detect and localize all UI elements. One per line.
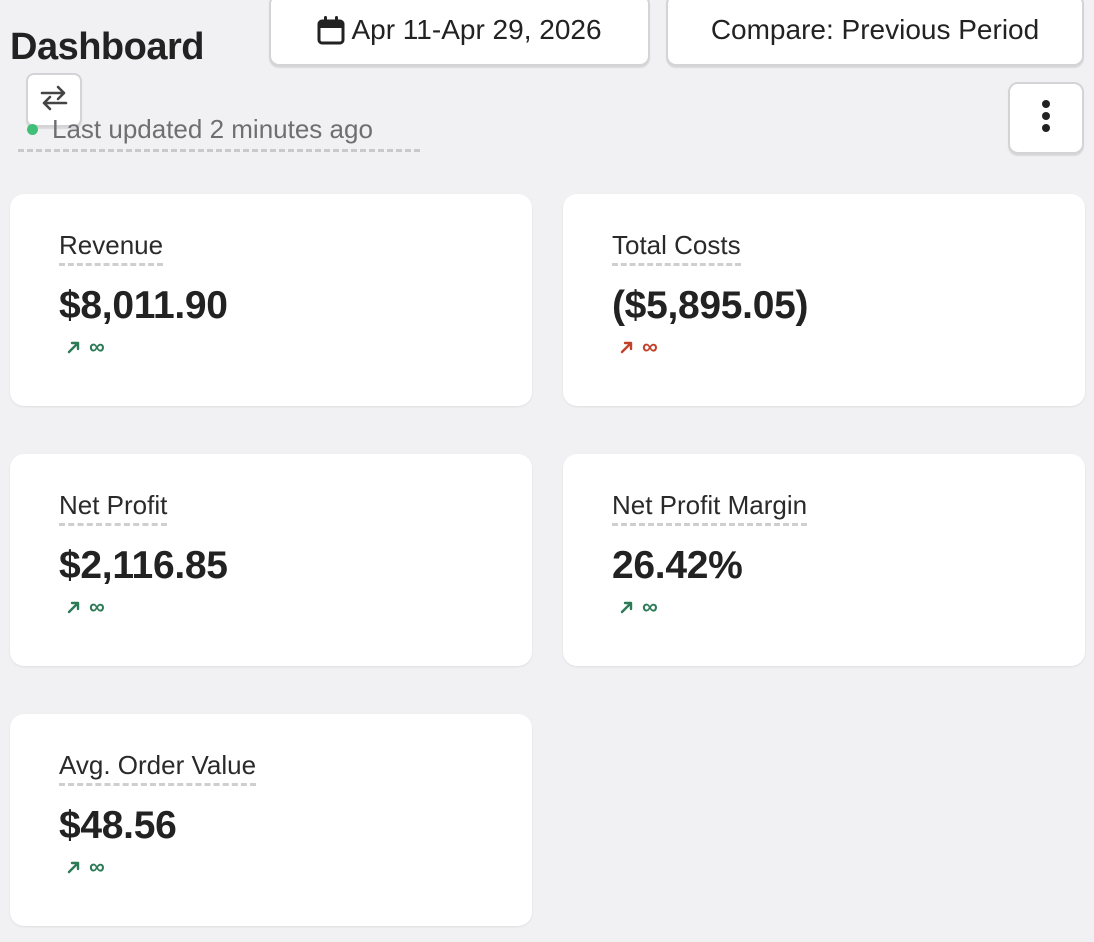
card-trend: ∞ <box>67 334 532 360</box>
card-label: Net Profit Margin <box>612 490 808 526</box>
trend-value: ∞ <box>89 854 105 879</box>
trend-value: ∞ <box>642 594 658 619</box>
swap-arrows-icon <box>39 85 69 116</box>
swap-button[interactable] <box>26 73 82 127</box>
card-trend: ∞ <box>620 594 1085 620</box>
card-label: Avg. Order Value <box>59 750 257 786</box>
total-costs-card[interactable]: Total Costs ($5,895.05) ∞ <box>563 194 1085 406</box>
card-value: 26.42% <box>612 544 743 587</box>
card-value: $8,011.90 <box>59 284 228 327</box>
calendar-icon <box>317 15 345 45</box>
trend-value: ∞ <box>642 334 658 359</box>
card-trend: ∞ <box>67 594 532 620</box>
last-updated-text: Last updated 2 minutes ago <box>52 114 373 144</box>
page-title: Dashboard <box>10 26 204 68</box>
arrow-up-right-icon <box>620 340 634 354</box>
trend-value: ∞ <box>89 334 105 359</box>
more-options-button[interactable] <box>1008 82 1084 154</box>
net-profit-margin-card[interactable]: Net Profit Margin 26.42% ∞ <box>563 454 1085 666</box>
trend-value: ∞ <box>89 594 105 619</box>
card-label: Revenue <box>59 230 164 266</box>
last-updated-status: Last updated 2 minutes ago <box>18 114 420 152</box>
compare-button[interactable]: Compare: Previous Period <box>666 0 1084 66</box>
more-vertical-icon <box>1041 99 1051 138</box>
card-value: $2,116.85 <box>59 544 228 587</box>
status-dot <box>27 124 38 135</box>
avg-order-value-card[interactable]: Avg. Order Value $48.56 ∞ <box>10 714 532 926</box>
arrow-up-right-icon <box>67 600 81 614</box>
net-profit-card[interactable]: Net Profit $2,116.85 ∞ <box>10 454 532 666</box>
card-trend: ∞ <box>620 334 1085 360</box>
compare-label: Compare: Previous Period <box>710 14 1040 45</box>
arrow-up-right-icon <box>67 860 81 874</box>
card-trend: ∞ <box>67 854 532 880</box>
card-value: $48.56 <box>59 804 177 847</box>
arrow-up-right-icon <box>67 340 81 354</box>
card-label: Net Profit <box>59 490 168 526</box>
card-label: Total Costs <box>612 230 741 266</box>
arrow-up-right-icon <box>620 600 634 614</box>
date-range-button[interactable]: Apr 11-Apr 29, 2026 <box>269 0 650 66</box>
revenue-card[interactable]: Revenue $8,011.90 ∞ <box>10 194 532 406</box>
card-value: ($5,895.05) <box>612 284 809 327</box>
date-range-label: Apr 11-Apr 29, 2026 <box>351 14 602 45</box>
